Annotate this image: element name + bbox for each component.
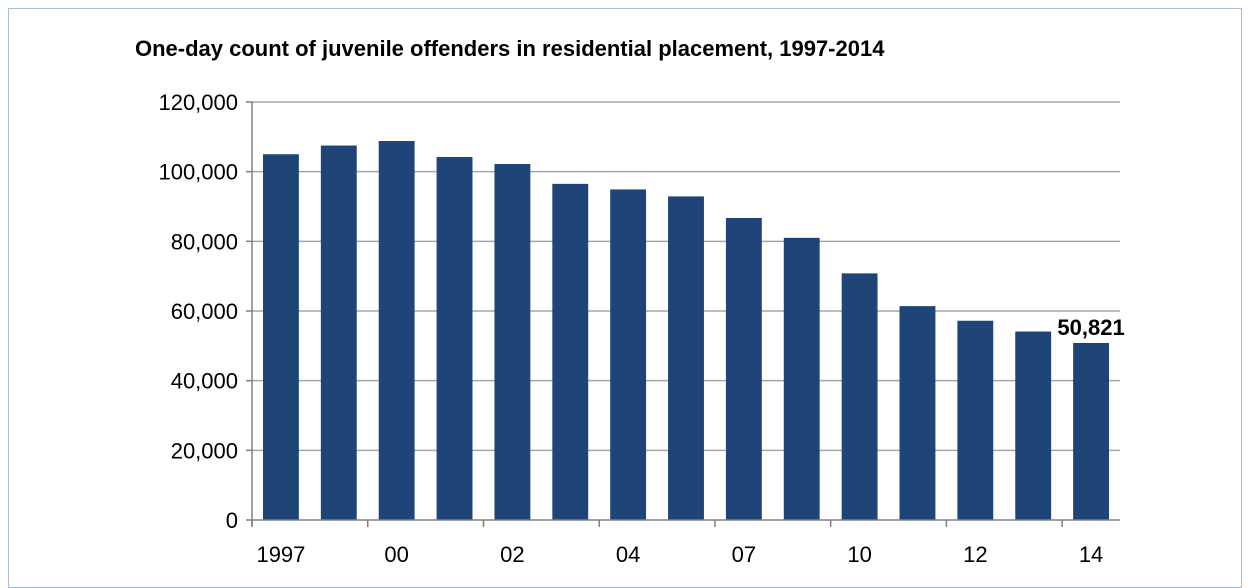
bar-12 (957, 320, 994, 520)
bar-6 (610, 189, 647, 520)
bar-1 (320, 145, 357, 520)
x-tick-label-14: 14 (1079, 542, 1103, 567)
data-labels: 50,821 (1057, 315, 1124, 340)
bar-14 (1073, 342, 1110, 520)
bar-0 (262, 154, 299, 520)
x-tick-label-6: 04 (616, 542, 640, 567)
x-tick-label-10: 10 (847, 542, 871, 567)
y-tick-label-5: 100,000 (158, 160, 238, 185)
bar-11 (899, 306, 936, 520)
bar-9 (783, 237, 820, 520)
data-label-0: 50,821 (1057, 315, 1124, 340)
y-tick-label-6: 120,000 (158, 90, 238, 115)
y-tick-label-3: 60,000 (171, 299, 238, 324)
y-tick-labels: 0 20,000 40,000 60,000 80,000 100,000 120,000 (158, 90, 238, 533)
bar-2 (378, 141, 415, 520)
y-tick-label-2: 40,000 (171, 369, 238, 394)
chart-title: One-day count of juvenile offenders in r… (135, 36, 885, 61)
bar-13 (1015, 331, 1052, 520)
bar-4 (494, 164, 531, 520)
x-tick-labels: 1997 00 02 04 07 10 12 14 (256, 542, 1103, 567)
bar-8 (725, 217, 762, 520)
bar-chart: 020,00040,00060,00080,000100,000120,000 … (158, 90, 1124, 567)
x-tick-label-0: 1997 (256, 542, 305, 567)
x-tick-label-8: 07 (732, 542, 756, 567)
x-tick-label-4: 02 (500, 542, 524, 567)
bar-5 (552, 183, 589, 520)
bars (262, 141, 1110, 521)
bar-3 (436, 157, 473, 520)
x-tick-label-2: 00 (384, 542, 408, 567)
axes (246, 101, 1120, 527)
bar-7 (668, 196, 704, 521)
bar-10 (841, 273, 878, 520)
y-tick-label-4: 80,000 (171, 229, 238, 254)
y-tick-label-1: 20,000 (171, 438, 238, 463)
y-tick-label-0: 0 (226, 508, 238, 533)
x-tick-label-12: 12 (963, 542, 987, 567)
